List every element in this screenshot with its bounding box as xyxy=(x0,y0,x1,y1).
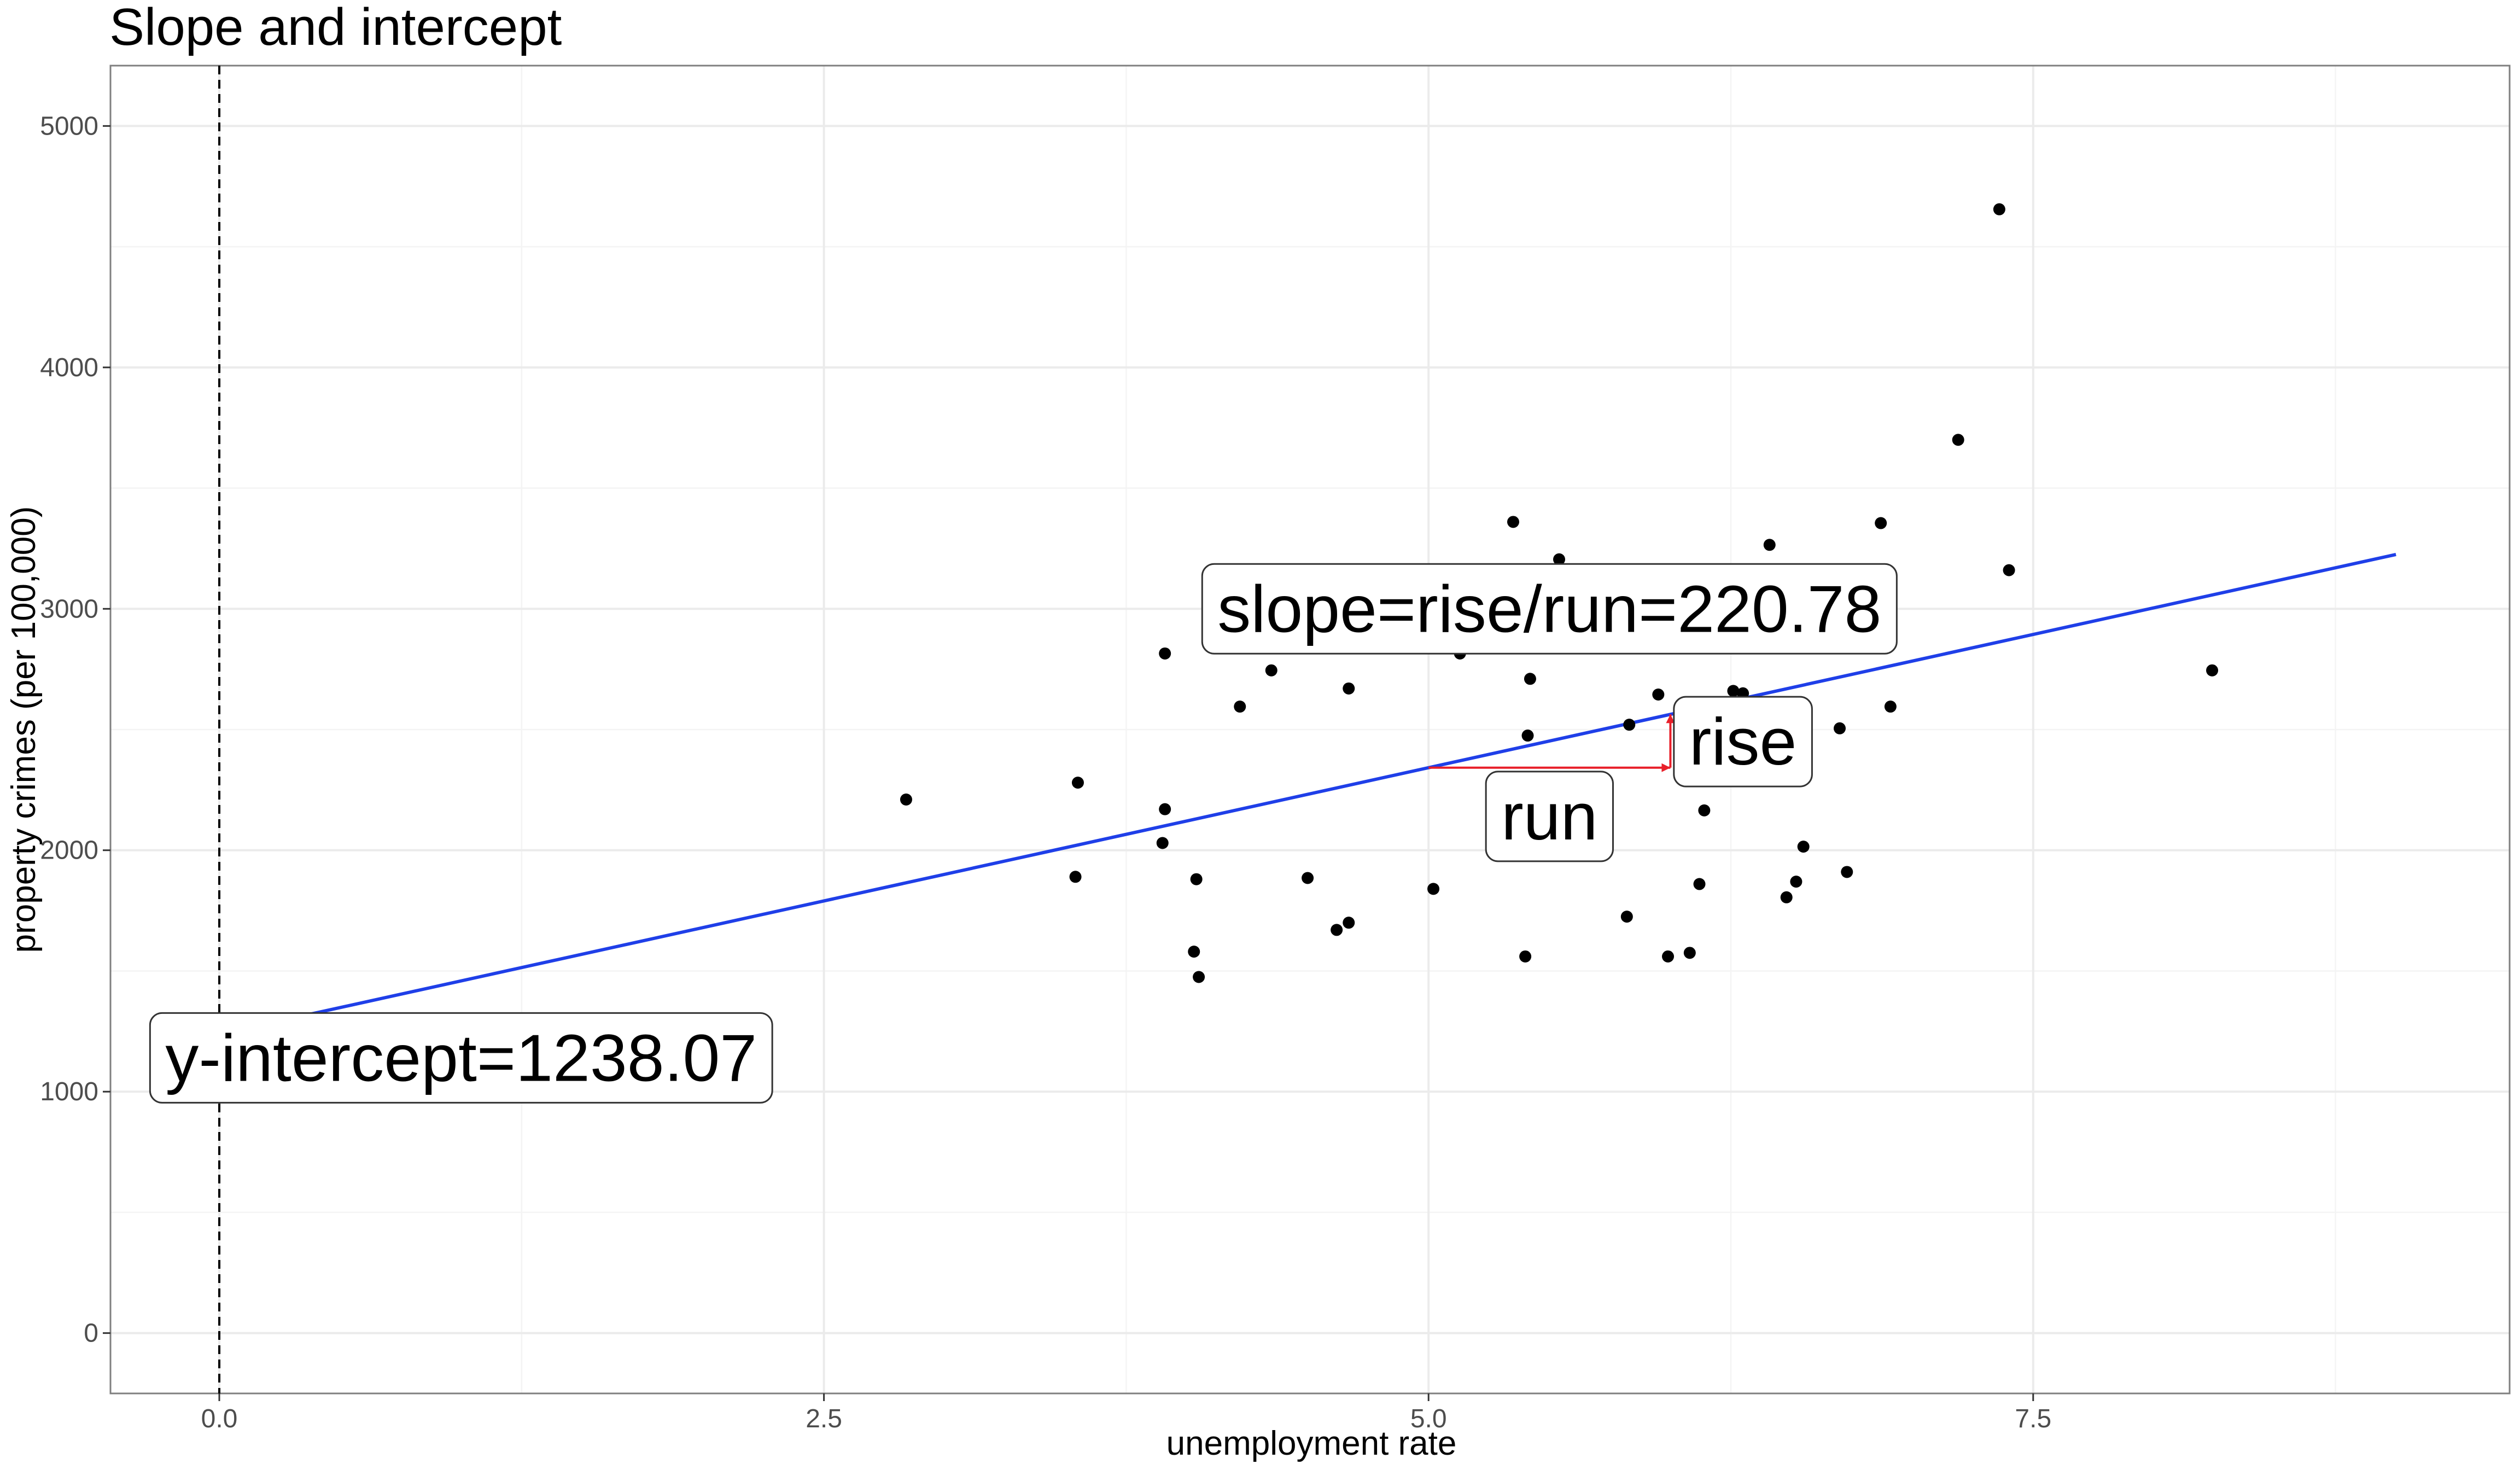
data-point xyxy=(1683,947,1696,959)
data-point xyxy=(2206,664,2219,676)
data-point xyxy=(1623,719,1636,731)
data-point xyxy=(1797,841,1810,853)
data-point xyxy=(1875,517,1887,529)
data-points xyxy=(900,203,2219,983)
run-arrowhead xyxy=(1661,763,1671,772)
slope-annotation: slope=rise/run=220.78 xyxy=(1201,563,1898,655)
y-tick-label: 4000 xyxy=(40,353,98,382)
rise-arrowhead xyxy=(1666,714,1675,724)
x-tick-label: 0.0 xyxy=(201,1404,238,1433)
annotations: slope=rise/run=220.78 rise run y-interce… xyxy=(149,563,1898,1104)
data-point xyxy=(1427,883,1440,895)
data-point xyxy=(1553,553,1566,565)
data-point xyxy=(1193,971,1205,983)
intercept-label: y-intercept=1238.07 xyxy=(165,1020,757,1095)
data-point xyxy=(1234,701,1246,713)
data-point xyxy=(1302,872,1314,884)
y-tick-label: 3000 xyxy=(40,594,98,623)
data-point xyxy=(1071,777,1084,789)
data-point xyxy=(1521,730,1534,742)
run-label-box xyxy=(1485,771,1614,862)
rise-label-box xyxy=(1673,696,1813,788)
rise-run-triangle xyxy=(1428,714,1675,772)
data-point xyxy=(900,794,912,806)
data-point xyxy=(1884,701,1897,713)
data-point xyxy=(1331,924,1343,936)
data-point xyxy=(1652,688,1665,701)
data-point xyxy=(1156,837,1169,849)
chart-title: Slope and intercept xyxy=(109,0,562,56)
panel-border xyxy=(109,65,2511,1395)
data-point xyxy=(1159,803,1171,815)
x-tick-label: 2.5 xyxy=(806,1404,842,1433)
data-point xyxy=(1524,673,1536,685)
data-point xyxy=(1698,804,1711,816)
data-point xyxy=(1780,891,1793,903)
x-axis: 0.0 2.5 5.0 7.5 xyxy=(201,1393,2051,1433)
y-axis: 0 1000 2000 3000 4000 5000 xyxy=(40,112,110,1348)
y-tick-label: 5000 xyxy=(40,112,98,141)
data-point xyxy=(1841,866,1853,878)
run-label: run xyxy=(1501,779,1597,854)
data-point xyxy=(1763,539,1776,551)
data-point xyxy=(2003,564,2015,576)
data-point xyxy=(1952,434,1964,446)
run-annotation: run xyxy=(1485,771,1614,862)
intercept-label-box xyxy=(149,1012,773,1104)
data-point xyxy=(1069,871,1082,883)
rise-label: rise xyxy=(1689,704,1797,779)
data-point xyxy=(1662,950,1675,962)
data-point xyxy=(1159,647,1171,660)
regression-line xyxy=(291,552,2396,1020)
intercept-annotation: y-intercept=1238.07 xyxy=(149,1012,773,1104)
data-point xyxy=(1993,203,2005,215)
data-point xyxy=(1790,876,1802,888)
y-tick-label: 0 xyxy=(84,1319,98,1348)
data-point xyxy=(1693,878,1706,890)
x-tick-label: 7.5 xyxy=(2015,1404,2051,1433)
y-tick-label: 2000 xyxy=(40,836,98,865)
slope-label-box xyxy=(1201,563,1898,655)
plot-panel: slope=rise/run=220.78 rise run y-interce… xyxy=(109,65,2511,1395)
data-point xyxy=(1190,873,1203,885)
data-point xyxy=(1727,685,1740,697)
data-point xyxy=(1343,682,1355,695)
data-point xyxy=(1519,950,1532,962)
x-tick-label: 5.0 xyxy=(1410,1404,1447,1433)
data-point xyxy=(1620,911,1633,923)
data-point xyxy=(1188,946,1200,958)
slope-label: slope=rise/run=220.78 xyxy=(1217,571,1881,646)
rise-annotation: rise xyxy=(1673,696,1813,788)
data-point xyxy=(1834,722,1846,734)
data-point xyxy=(1507,516,1519,528)
data-point xyxy=(1343,917,1355,929)
y-axis-title: property crimes (per 100,000) xyxy=(5,506,43,953)
x-axis-title: unemployment rate xyxy=(1166,1425,1457,1462)
gridlines xyxy=(110,66,2510,1393)
y-tick-label: 1000 xyxy=(40,1077,98,1106)
data-point xyxy=(1265,664,1278,676)
